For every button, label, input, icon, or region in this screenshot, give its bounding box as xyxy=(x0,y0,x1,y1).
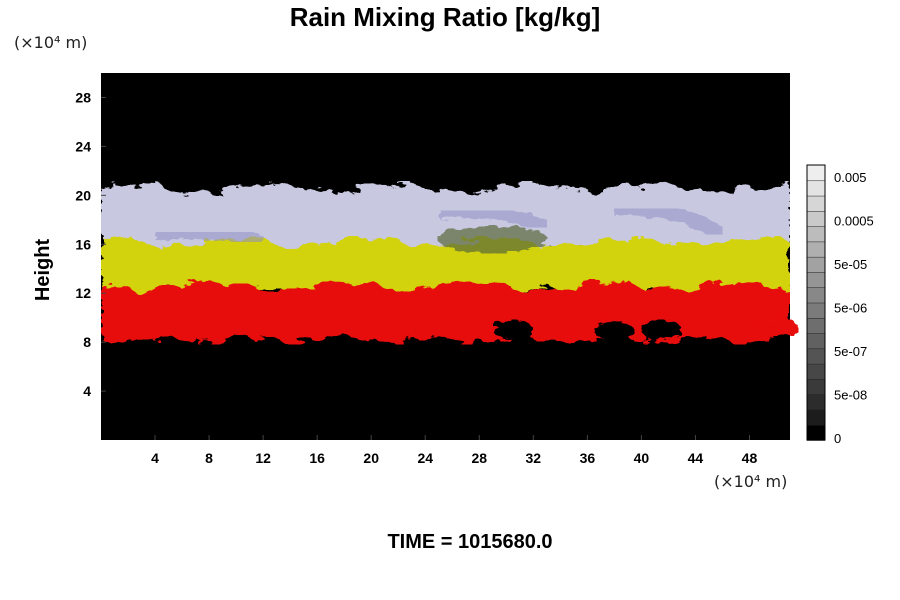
x-tick-label: 40 xyxy=(634,450,650,466)
x-tick-label: 32 xyxy=(526,450,542,466)
colorbar-swatch xyxy=(806,378,826,395)
colorbar-swatch xyxy=(806,225,826,243)
colorbar-swatch xyxy=(806,317,826,334)
field-cell xyxy=(457,313,502,332)
colorbar-swatch xyxy=(806,348,826,365)
colorbar-label: 5e-07 xyxy=(834,344,867,359)
colorbar-swatch xyxy=(806,180,826,197)
colorbar-swatch xyxy=(806,271,826,288)
chart-title: Rain Mixing Ratio [kg/kg] xyxy=(289,2,601,32)
y-tick-label: 24 xyxy=(75,138,91,154)
colorbar-swatch xyxy=(806,195,826,212)
field-streak xyxy=(613,201,727,241)
field-cell xyxy=(106,318,151,337)
y-tick-label: 4 xyxy=(83,383,91,399)
x-tick-label: 24 xyxy=(417,450,433,466)
colorbar-label: 5e-08 xyxy=(834,388,867,403)
colorbar-swatch xyxy=(806,286,826,304)
x-tick-label: 12 xyxy=(255,450,271,466)
colorbar-label: 5e-06 xyxy=(834,301,867,316)
colorbar-swatch xyxy=(806,363,826,380)
x-tick-label: 16 xyxy=(309,450,325,466)
field-layer-yellow xyxy=(101,236,790,296)
field-cell xyxy=(713,316,758,335)
x-tick-label: 44 xyxy=(688,450,704,466)
y-tick-label: 20 xyxy=(75,187,91,203)
field-gap xyxy=(493,319,534,340)
colorbar-swatch xyxy=(806,332,826,350)
x-tick-label: 20 xyxy=(363,450,379,466)
field-streak xyxy=(437,203,550,234)
x-axis-unit: (×10⁴ m) xyxy=(714,472,788,491)
x-tick-label: 28 xyxy=(471,450,487,466)
colorbar-label: 0.0005 xyxy=(834,214,874,229)
colorbar-label: 0.005 xyxy=(834,170,867,185)
x-tick-label: 48 xyxy=(742,450,758,466)
colorbar-label: 5e-05 xyxy=(834,257,867,272)
colorbar-swatch xyxy=(806,241,826,258)
colorbar-swatch xyxy=(806,302,826,319)
colorbar-swatch xyxy=(806,164,826,182)
x-tick-label: 36 xyxy=(580,450,596,466)
y-tick-label: 28 xyxy=(75,89,91,105)
y-tick-label: 12 xyxy=(75,285,91,301)
field-cell xyxy=(754,318,799,337)
field-gap xyxy=(594,321,635,342)
colorbar: 0 5e-08 5e-07 5e-06 5e-05 0.0005 0.005 xyxy=(806,164,874,446)
time-footer: TIME = 1015680.0 xyxy=(387,531,553,553)
y-axis-unit: (×10⁴ m) xyxy=(14,33,88,52)
x-tick-label: 8 xyxy=(205,450,213,466)
colorbar-swatch xyxy=(806,256,826,273)
colorbar-swatch xyxy=(806,409,826,426)
x-tick-label: 4 xyxy=(151,450,159,466)
colorbar-swatch xyxy=(806,424,826,441)
colorbar-frame xyxy=(806,164,826,441)
y-tick-label: 8 xyxy=(83,334,91,350)
field-streak xyxy=(154,225,265,249)
field-swirl xyxy=(437,225,548,254)
rain-field xyxy=(101,181,799,345)
colorbar-swatch xyxy=(806,393,826,411)
field-gap xyxy=(641,319,682,340)
field-cell xyxy=(146,316,191,335)
colorbar-swatch xyxy=(806,210,826,227)
colorbar-label: 0 xyxy=(834,431,841,446)
y-tick-label: 16 xyxy=(75,236,91,252)
